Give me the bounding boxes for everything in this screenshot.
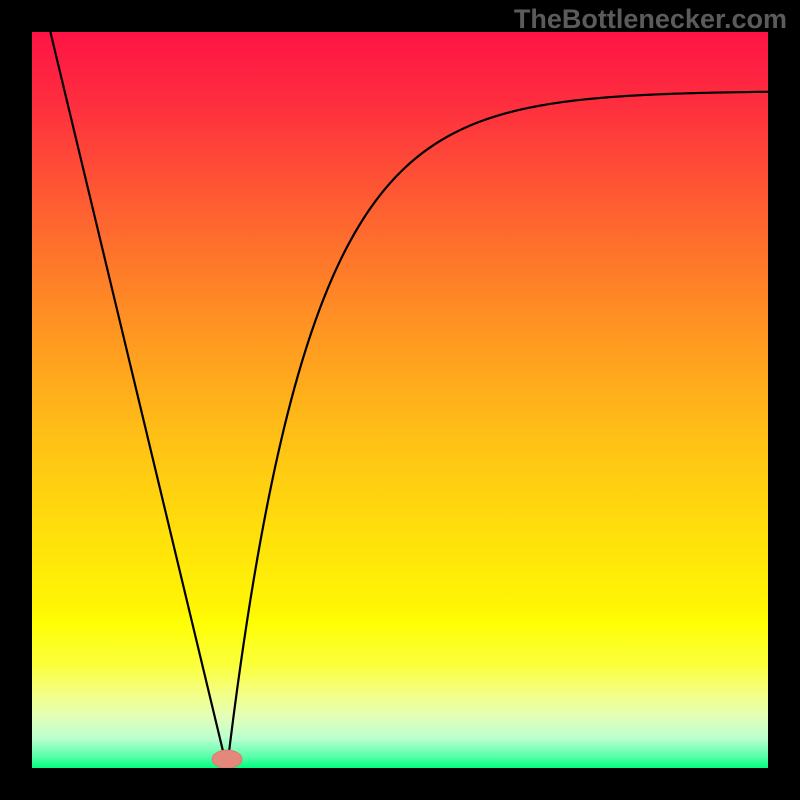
optimal-point-marker: [212, 750, 242, 768]
plot-area: [32, 32, 768, 768]
watermark-label: TheBottlenecker.com: [514, 4, 787, 35]
chart-svg-layer: [32, 32, 768, 768]
bottleneck-curve: [50, 32, 768, 768]
